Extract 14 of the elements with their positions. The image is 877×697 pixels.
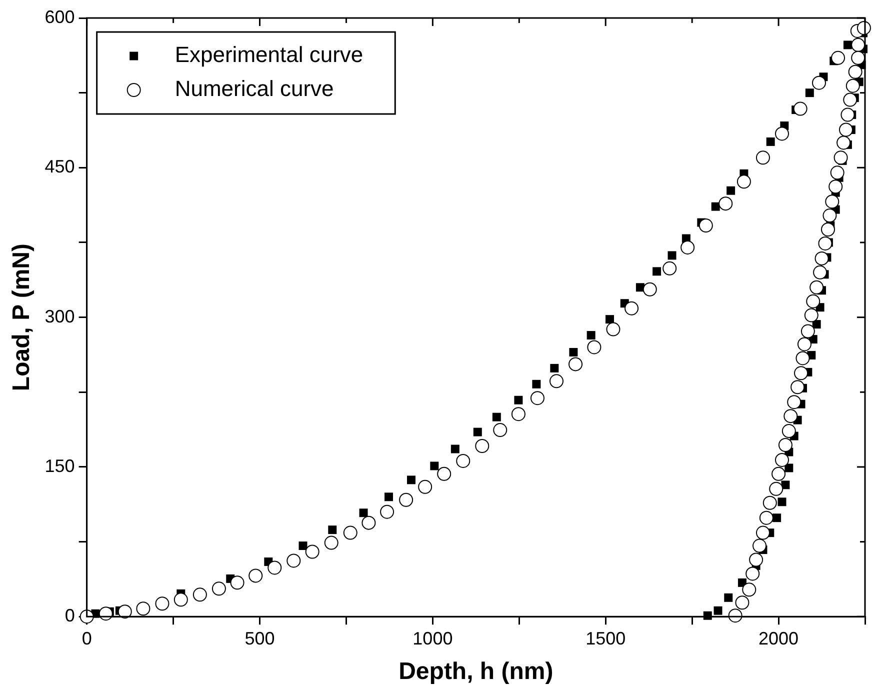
y-tick-label: 150 bbox=[44, 456, 75, 476]
legend-label: Numerical curve bbox=[174, 76, 334, 102]
x-axis-title: Depth, h (nm) bbox=[398, 658, 554, 686]
x-tick-label: 2000 bbox=[758, 628, 799, 648]
y-tick-label: 300 bbox=[44, 306, 75, 326]
x-tick-label: 0 bbox=[82, 628, 92, 648]
x-tick-label: 500 bbox=[244, 628, 275, 648]
x-tick-label: 1500 bbox=[586, 628, 626, 648]
y-tick-label: 450 bbox=[44, 156, 75, 177]
y-axis-title: Load, P (mN) bbox=[8, 244, 36, 392]
legend-label: Experimental curve bbox=[174, 42, 364, 68]
y-tick-label: 600 bbox=[44, 6, 75, 27]
y-tick-label: 0 bbox=[64, 606, 75, 626]
x-tick-label: 1000 bbox=[412, 628, 453, 648]
